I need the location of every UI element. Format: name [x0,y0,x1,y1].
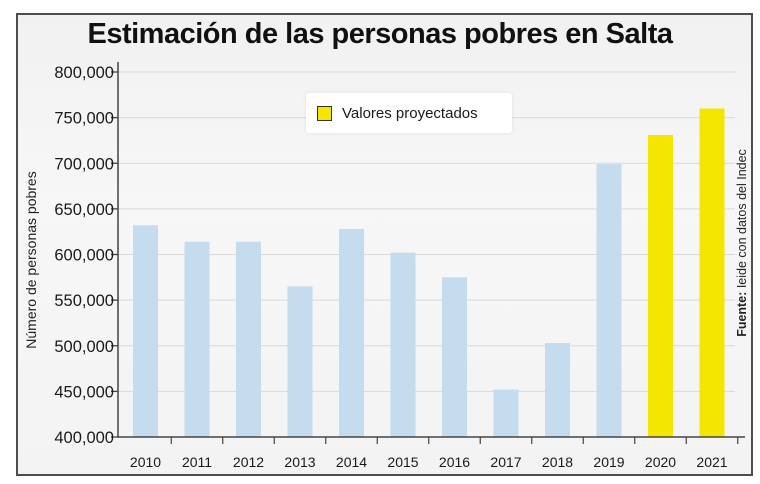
axes [111,62,745,444]
bars [133,108,725,437]
bar-2014 [339,228,364,437]
bar-2019 [596,164,622,437]
y-tick-label: 550,000 [54,292,114,310]
x-tick-label: 2012 [233,454,264,470]
y-tick-label: 650,000 [54,201,114,219]
legend-label-projected: Valores proyectados [342,104,478,122]
y-tick-label: 600,000 [54,247,114,265]
x-tick-label: 2015 [387,454,418,470]
x-tick-label: 2018 [542,454,573,470]
x-tick-label: 2016 [439,454,470,470]
x-tick-label: 2019 [593,454,624,470]
x-tick-label: 2020 [645,454,676,470]
source-text: Ieide con datos del Indec [735,149,749,291]
y-tick-labels: 400,000 450,000 500,000 550,000 600,000 650,0… [54,64,114,447]
x-tick-labels: 2010 2011 2012 2013 2014 2015 2016 2017 2018 2019… [130,454,728,470]
bar-2017 [493,389,519,437]
legend: Valores proyectados [306,93,512,133]
chart-title: Estimación de las personas pobres en Sal… [87,18,674,50]
bar-2021 [699,108,725,437]
source-note: Fuente: Ieide con datos del Indec [735,149,749,337]
x-tick-label: 2010 [130,454,161,470]
x-tick-label: 2017 [490,454,521,470]
bar-2011 [184,241,210,437]
source-prefix: Fuente: [735,292,749,337]
legend-swatch-projected [317,105,332,121]
y-tick-label: 500,000 [54,338,114,356]
bar-2010 [133,225,158,437]
y-tick-label: 400,000 [54,429,114,447]
y-tick-label: 450,000 [54,383,114,401]
x-tick-label: 2011 [182,454,212,470]
y-tick-label: 800,000 [54,64,114,82]
y-axis-label: Número de personas pobres [23,171,39,348]
x-tick-label: 2013 [284,454,315,470]
bar-2018 [545,343,570,437]
bar-2016 [442,277,467,437]
bar-2020 [648,134,673,437]
bar-2012 [236,241,261,437]
bar-2015 [390,252,416,437]
y-tick-label: 750,000 [54,110,114,128]
x-tick-label: 2014 [336,454,367,470]
x-tick-label: 2021 [696,454,727,470]
bar-2013 [287,286,313,437]
y-tick-label: 700,000 [54,155,114,173]
